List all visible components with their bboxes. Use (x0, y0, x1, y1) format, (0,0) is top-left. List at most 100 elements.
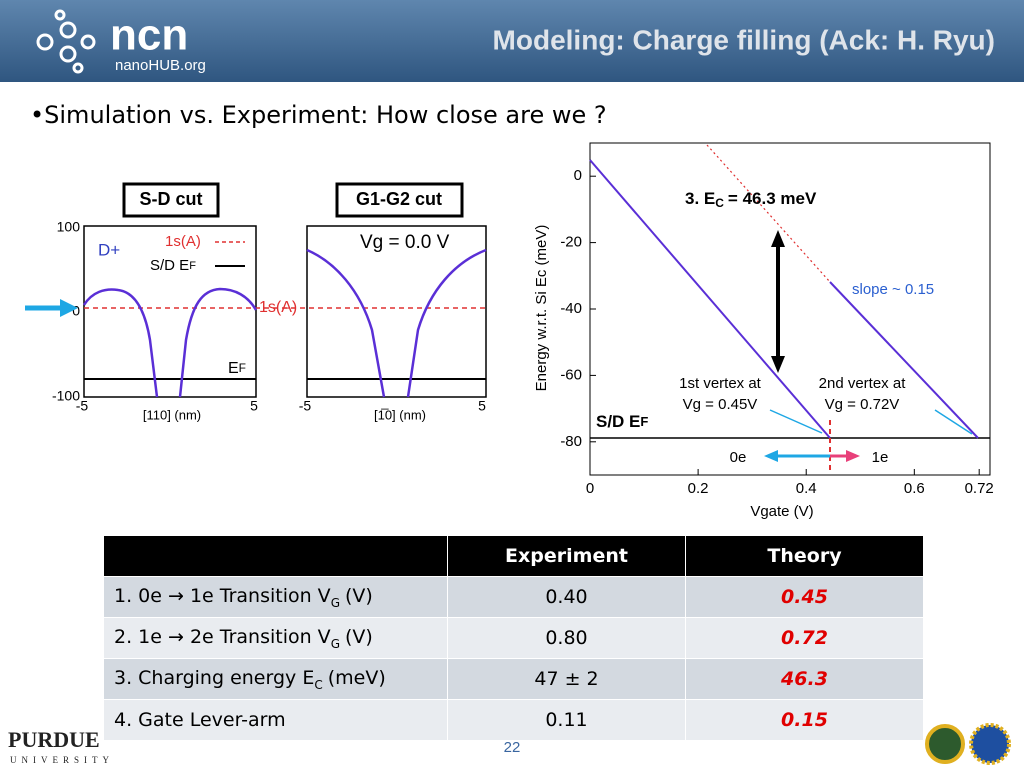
ef-label: EF (228, 360, 246, 377)
theory-cell: 0.15 (685, 699, 924, 741)
vertex-label: 1st vertex at (679, 375, 762, 392)
pointer (934, 409, 973, 435)
y-tick-label: -60 (560, 366, 582, 383)
x-tick-label: 0.4 (796, 480, 817, 497)
table-header: Experiment Theory (103, 535, 924, 577)
label-text: 1. 0e → 1e Transition V (114, 584, 331, 607)
pointer (769, 409, 823, 434)
x-tick-label: -5 (299, 398, 312, 414)
university-sub: UNIVERSITY (10, 755, 114, 765)
table-row: 4. Gate Lever-arm 0.11 0.15 (103, 699, 924, 741)
slope-label: slope ~ 0.15 (852, 281, 934, 298)
y-tick-label: 0 (574, 167, 582, 184)
x-label: Vgate (V) (750, 503, 813, 520)
label-unit: (meV) (327, 666, 386, 689)
x-tick-label: -5 (76, 398, 89, 414)
arrow-head (60, 299, 78, 317)
logo-molecule (36, 9, 96, 74)
x-label: [1̅0] (nm) (374, 407, 426, 422)
panel-title-box (122, 182, 220, 218)
logo: ncn (110, 11, 188, 60)
panel-title-box (335, 182, 464, 218)
y-tick-label: -40 (560, 300, 582, 317)
label-sub: C (314, 677, 323, 692)
panel-frame (83, 225, 257, 398)
header-bar (0, 0, 1024, 82)
experiment-cell: 0.40 (447, 576, 686, 618)
nsf-logo (969, 723, 1011, 765)
energy-line (829, 281, 979, 439)
x-tick-label: 0 (586, 480, 594, 497)
y-tick-label: -80 (560, 433, 582, 450)
vertex-label: Vg = 0.45V (683, 396, 758, 413)
table-row: 2. 1e → 2e Transition VG (V) 0.80 0.72 (103, 617, 924, 659)
potential-curve (306, 248, 487, 398)
theory-cell: 0.72 (685, 617, 924, 659)
university: PURDUE (8, 727, 100, 752)
vertex-label: Vg = 0.72V (825, 396, 900, 413)
logo-sub: nanoHUB.org (115, 57, 206, 74)
comparison-table: Experiment Theory 1. 0e → 1e Transition … (103, 535, 924, 741)
x-tick-label: 5 (478, 398, 486, 414)
header-cell: Experiment (447, 535, 686, 577)
x-tick-label: 0.2 (688, 480, 709, 497)
right-figure: 3. EC = 46.3 meV slope ~ 0.15 1st vertex … (533, 142, 994, 520)
header-cell (103, 535, 448, 577)
experiment-cell: 0.11 (447, 699, 686, 741)
y-tick-label: -20 (560, 234, 582, 251)
x-label: [110] (nm) (143, 407, 201, 422)
donor-label: D+ (98, 240, 120, 259)
label-sub: G (330, 595, 340, 610)
label-unit: (V) (345, 625, 373, 648)
table-row: 3. Charging energy EC (meV) 47 ± 2 46.3 (103, 658, 924, 700)
label-text: 3. Charging energy E (114, 666, 315, 689)
row-label: 1. 0e → 1e Transition VG (V) (103, 576, 448, 618)
state-label: 0e (730, 449, 747, 466)
panel-title: G1-G2 cut (356, 189, 442, 209)
x-tick-label: 0.6 (904, 480, 925, 497)
page-number: 22 (504, 739, 521, 756)
legend-level: 1s(A) (165, 233, 201, 250)
row-label: 4. Gate Lever-arm (103, 699, 448, 741)
experiment-cell: 0.80 (447, 617, 686, 659)
potential-curve (82, 287, 258, 398)
left-figure: S-D cut G1-G2 cut 100 0 -100 -5 5 -5 5 [… (25, 182, 487, 422)
experiment-cell: 47 ± 2 (447, 658, 686, 700)
theory-cell: 46.3 (685, 658, 924, 700)
state-label: 1e (872, 449, 889, 466)
ef-label: S/D EF (596, 412, 648, 431)
label-text: 4. Gate Lever-arm (114, 709, 286, 731)
y-tick-label: 0 (72, 303, 80, 319)
seal-logo (925, 724, 965, 764)
y-tick-label: -100 (52, 388, 80, 404)
vg-label: Vg = 0.0 V (360, 232, 450, 253)
arrow-head (846, 450, 860, 462)
extrapolation (706, 144, 831, 283)
row-label: 3. Charging energy EC (meV) (103, 658, 448, 700)
arrow-head (771, 356, 785, 373)
label-sub: G (330, 636, 340, 651)
legend-ef: S/D EF (150, 257, 196, 274)
vertex-label: 2nd vertex at (819, 375, 907, 392)
panel-frame (306, 225, 487, 398)
label-text: 2. 1e → 2e Transition V (114, 625, 331, 648)
theory-cell: 0.45 (685, 576, 924, 618)
header-cell: Theory (685, 535, 924, 577)
level-label: 1s(A) (259, 299, 297, 316)
arrow-head (764, 450, 778, 462)
y-label: Energy w.r.t. Si Ec (meV) (533, 225, 550, 392)
row-label: 2. 1e → 2e Transition VG (V) (103, 617, 448, 659)
bullet: •Simulation vs. Experiment: How close ar… (30, 101, 607, 129)
panel-title: S-D cut (140, 189, 203, 209)
y-tick-label: 100 (57, 219, 81, 235)
x-tick-label: 0.72 (965, 480, 994, 497)
ec-label: 3. EC = 46.3 meV (685, 189, 817, 210)
label-unit: (V) (345, 584, 373, 607)
x-tick-label: 5 (250, 398, 258, 414)
energy-line (589, 159, 831, 439)
title: Modeling: Charge filling (Ack: H. Ryu) (493, 24, 995, 55)
arrow-head (771, 230, 785, 247)
table-row: 1. 0e → 1e Transition VG (V) 0.40 0.45 (103, 576, 924, 618)
